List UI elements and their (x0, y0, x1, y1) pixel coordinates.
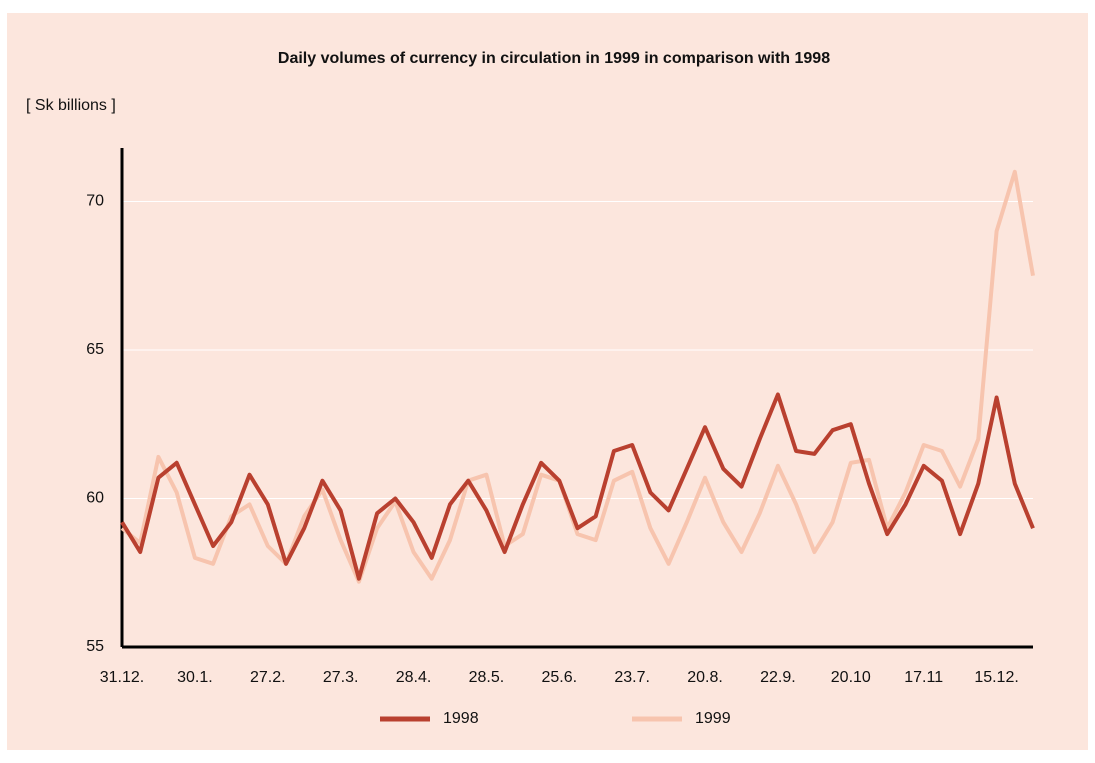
x-tick-label: 20.10 (831, 669, 871, 686)
series-line (120, 169, 1035, 584)
chart-title: Daily volumes of currency in circulation… (278, 50, 830, 67)
x-tick-label: 31.12. (100, 669, 144, 686)
x-tick-label: 22.9. (760, 669, 796, 686)
x-tick-label: 20.8. (687, 669, 723, 686)
background (7, 13, 1088, 750)
x-tick-label: 27.2. (250, 669, 286, 686)
y-tick-label: 65 (86, 341, 104, 358)
legend-label: 1998 (443, 710, 479, 727)
x-tick-label: 17.11 (904, 669, 943, 686)
x-tick-label: 28.5. (469, 669, 505, 686)
y-tick-label: 55 (86, 638, 104, 655)
x-tick-label: 28.4. (396, 669, 432, 686)
y-axis-label: [ Sk billions ] (26, 97, 116, 114)
x-tick-label: 25.6. (541, 669, 577, 686)
x-tick-label: 27.3. (323, 669, 359, 686)
y-tick-label: 60 (86, 490, 104, 507)
x-tick-label: 15.12. (974, 669, 1018, 686)
series-line (120, 392, 1035, 581)
x-tick-label: 23.7. (614, 669, 650, 686)
y-tick-label: 70 (86, 193, 104, 210)
legend-label: 1999 (695, 710, 731, 727)
x-tick-label: 30.1. (177, 669, 213, 686)
